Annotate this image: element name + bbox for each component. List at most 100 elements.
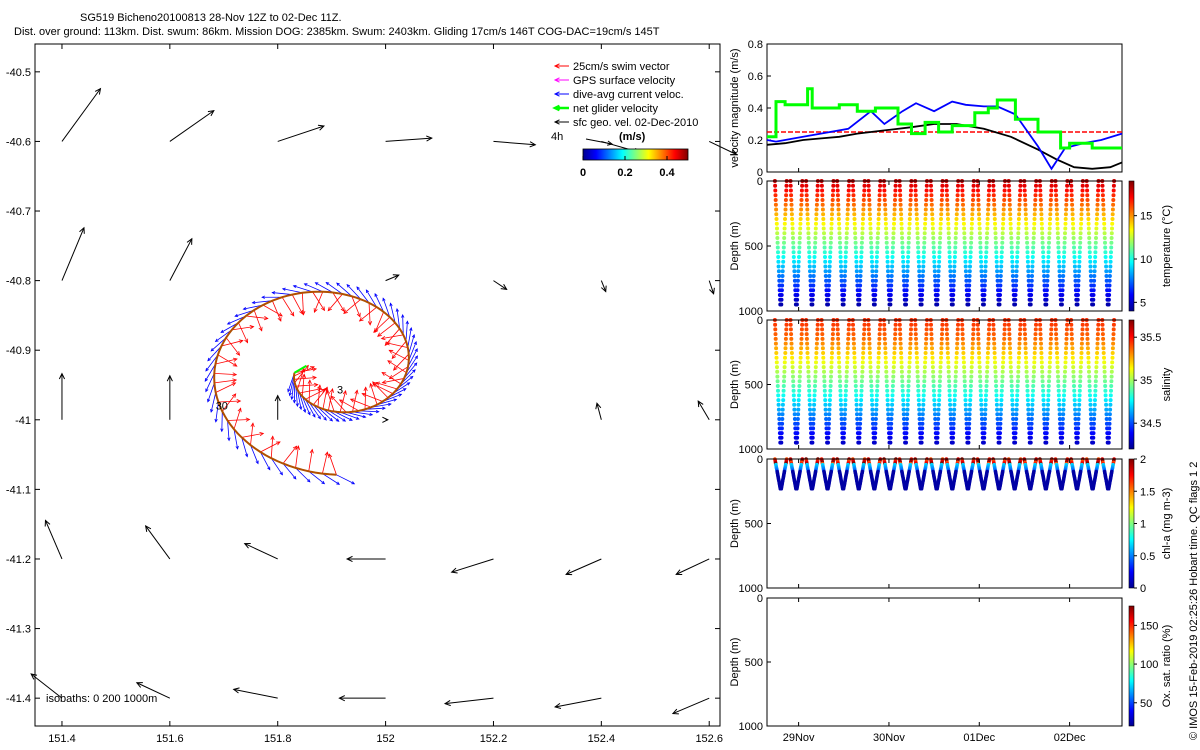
profile-point	[796, 407, 801, 412]
profile-point	[946, 221, 951, 226]
profile-point	[859, 393, 864, 398]
profile-point	[820, 327, 825, 332]
profile-point	[1026, 402, 1031, 407]
profile-point	[1029, 426, 1034, 431]
profile-point	[1103, 384, 1108, 388]
profile-point	[859, 245, 864, 250]
map-y-tick-label: -41.2	[6, 554, 31, 566]
profile-point	[823, 264, 828, 269]
swim-vector-head	[231, 382, 237, 387]
sfc-vector-head	[243, 542, 251, 549]
profile-point	[1110, 351, 1115, 355]
profile-point	[916, 255, 921, 259]
profile-point	[1062, 240, 1067, 245]
profile-point	[901, 255, 905, 259]
profile-point	[1022, 322, 1027, 327]
profile-point	[1089, 417, 1094, 421]
profile-point	[1042, 278, 1047, 283]
profile-point	[799, 346, 804, 351]
profile-point	[1071, 226, 1076, 231]
profile-point	[889, 412, 894, 417]
profile-point	[1085, 188, 1090, 193]
profile-point	[961, 207, 966, 212]
profile-point	[823, 402, 828, 407]
profile-point	[1094, 360, 1099, 365]
profile-point	[804, 183, 809, 188]
profile-point	[932, 398, 937, 403]
profile-point	[987, 188, 991, 193]
profile-point	[1103, 250, 1108, 255]
profile-point	[1033, 188, 1038, 193]
profile-point	[1008, 226, 1013, 231]
profile-point	[867, 193, 871, 198]
current-vector	[205, 373, 215, 392]
profile-point	[932, 407, 937, 412]
profile-point	[993, 369, 998, 374]
profile-point	[907, 217, 912, 221]
profile-point	[890, 398, 895, 403]
profile-point	[781, 245, 786, 250]
profile-point	[1063, 369, 1067, 374]
profile-point	[795, 426, 800, 431]
profile-point	[1038, 332, 1043, 337]
profile-point	[923, 346, 928, 351]
profile-point	[1040, 226, 1044, 231]
profile-point	[808, 269, 812, 274]
map-y-tick-label: -40.6	[6, 136, 31, 148]
colorbar-tick-label: 100	[1140, 659, 1158, 671]
profile-point	[1000, 384, 1005, 388]
profile-point	[846, 202, 850, 207]
profile-point	[1063, 355, 1068, 360]
profile-point	[891, 374, 896, 379]
profile-point	[1048, 336, 1053, 341]
profile-point	[946, 217, 950, 221]
profile-point	[1087, 250, 1092, 255]
profile-point	[810, 302, 815, 307]
profile-point	[904, 283, 909, 288]
profile-point	[980, 417, 984, 421]
profile-point	[908, 332, 913, 337]
sfc-vector	[600, 280, 607, 292]
profile-point	[1111, 188, 1116, 193]
profile-point	[1092, 412, 1097, 417]
profile-point	[1060, 421, 1065, 426]
profile-point	[861, 198, 866, 202]
profile-point	[885, 264, 890, 269]
profile-point	[1102, 236, 1107, 240]
profile-point	[1060, 431, 1065, 436]
profile-point	[861, 207, 866, 212]
profile-point	[922, 369, 927, 374]
profile-point	[776, 388, 780, 393]
profile-point	[885, 259, 890, 264]
swim-vector-head	[310, 366, 315, 371]
profile-point	[932, 259, 937, 264]
profile-point	[994, 255, 999, 259]
profile-point	[852, 351, 857, 355]
colorbar-tick-label: 0.5	[1140, 551, 1155, 563]
profile-point	[917, 417, 922, 421]
profile-point	[1070, 217, 1075, 221]
profile-point	[1048, 202, 1053, 207]
current-vector-head	[242, 306, 247, 311]
profile-point	[1110, 221, 1115, 226]
sfc-vector-head	[166, 374, 173, 382]
profile-point	[1056, 240, 1061, 245]
profile-point	[929, 202, 934, 207]
profile-point	[779, 293, 784, 297]
profile-point	[1009, 240, 1014, 245]
sfc-vector	[30, 673, 63, 699]
sfc-vector	[708, 140, 737, 156]
profile-point	[908, 202, 913, 207]
profile-point	[962, 231, 967, 236]
profile-point	[920, 421, 925, 426]
profile-point	[806, 379, 811, 384]
colorbar-tick-label: 35	[1140, 375, 1152, 387]
profile-point	[1087, 231, 1091, 236]
x-tick-label: 02Dec	[1054, 732, 1086, 744]
profile-point	[1072, 393, 1077, 398]
profile-point	[992, 355, 997, 360]
profile-point	[906, 384, 911, 388]
profile-point	[963, 388, 968, 393]
profile-point	[888, 302, 893, 307]
profile-point	[861, 346, 866, 351]
